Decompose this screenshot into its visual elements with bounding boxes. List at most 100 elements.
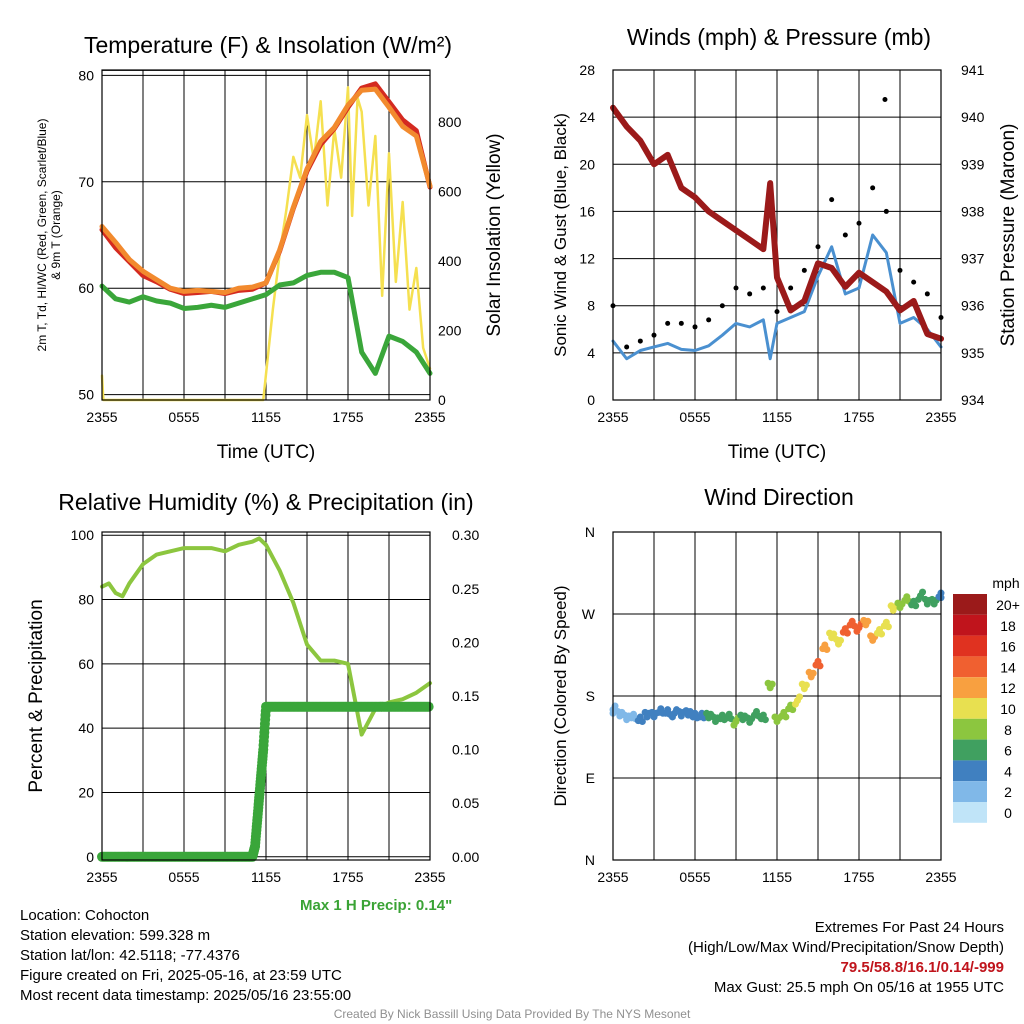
y2-tick-label: 0.30 <box>452 527 479 543</box>
legend-label: 4 <box>1004 763 1012 779</box>
direction-point <box>919 588 927 596</box>
y-tick-label: 8 <box>587 298 595 314</box>
legend-swatch <box>953 718 987 740</box>
gust-point <box>870 185 876 191</box>
direction-point <box>638 718 646 726</box>
legend-label: 6 <box>1004 743 1012 759</box>
extremes-info: Extremes For Past 24 Hours (High/Low/Max… <box>688 918 1004 998</box>
y-tick-label: 100 <box>71 527 95 543</box>
y-axis-label: Direction (Colored By Speed) <box>551 585 570 806</box>
y-axis-label: Percent & Precipitation <box>26 599 47 792</box>
direction-point <box>809 669 817 677</box>
y-tick-label: 80 <box>78 592 94 608</box>
gust-point <box>733 285 739 291</box>
series-pressure <box>610 104 944 342</box>
y-tick-label: 0 <box>86 849 94 865</box>
chart-title: Temperature (F) & Insolation (W/m²) <box>84 32 452 58</box>
x-tick-label: 1755 <box>843 409 874 425</box>
panel-1: 0 4 8 12 16 20 24 28 934 935 936 937 938 939 940 941 235… <box>551 24 1019 463</box>
series-td <box>99 269 433 376</box>
x-tick-label: 1155 <box>762 409 792 425</box>
panel-2: 0 20 40 60 80 100 0.00 0.05 0.10 0.15 0.20 0.25 0.30… <box>26 489 479 885</box>
info-location: Location: Cohocton <box>20 907 150 924</box>
legend-label: 12 <box>1000 680 1016 696</box>
direction-point <box>782 713 790 721</box>
gust-point <box>624 344 630 350</box>
extremes-subtitle: (High/Low/Max Wind/Precipitation/Snow De… <box>688 939 1004 956</box>
legend-swatch <box>953 802 987 823</box>
chart-title: Relative Humidity (%) & Precipitation (i… <box>58 489 473 515</box>
x-tick-label: 2355 <box>86 409 117 425</box>
gust-point <box>829 197 835 203</box>
gust-point <box>760 285 766 291</box>
legend-swatch <box>953 760 987 782</box>
y2-tick-label: 0.15 <box>452 688 479 704</box>
x-tick-label: 1755 <box>332 869 363 885</box>
gust-point <box>651 332 657 338</box>
plot-frame <box>101 69 431 401</box>
info-elevation: Station elevation: 599.328 m <box>20 927 211 944</box>
legend-label: 18 <box>1000 618 1016 634</box>
plot-frame <box>612 531 942 861</box>
legend-label: 8 <box>1004 722 1012 738</box>
x-tick-label: 1155 <box>762 869 792 885</box>
plot-frame <box>101 531 431 861</box>
y2-tick-label: 0 <box>438 392 446 408</box>
y-tick-label: 80 <box>78 67 94 83</box>
direction-point <box>837 636 845 644</box>
direction-point <box>802 681 810 689</box>
gust-point <box>911 279 917 285</box>
y2-tick-label: 0.10 <box>452 742 479 758</box>
gust-point <box>924 291 930 297</box>
gust-point <box>815 244 821 250</box>
y-axis-label-2: & 9m T (Orange) <box>49 190 63 280</box>
direction-point <box>884 623 892 631</box>
gust-point <box>897 267 903 273</box>
chart-title: Winds (mph) & Pressure (mb) <box>627 24 931 50</box>
y2-tick-label: 0.25 <box>452 581 479 597</box>
x-tick-label: 1155 <box>251 409 281 425</box>
y2-tick-label: 400 <box>438 253 462 269</box>
y2-tick-label: 935 <box>961 345 985 361</box>
y2-tick-label: 600 <box>438 184 462 200</box>
max-precip-label: Max 1 H Precip: 0.14" <box>300 897 453 914</box>
info-created: Figure created on Fri, 2025-05-16, at 23… <box>20 967 342 984</box>
x-tick-label: 2355 <box>925 869 956 885</box>
gust-point <box>665 320 671 326</box>
y-tick-label: 40 <box>78 720 94 736</box>
legend-label: 14 <box>1000 659 1016 675</box>
gust-point <box>747 291 753 297</box>
legend-label: 20+ <box>996 597 1020 613</box>
direction-point <box>878 630 886 638</box>
y-tick-label: 20 <box>579 156 595 172</box>
direction-point <box>830 630 838 638</box>
series-wind <box>611 233 943 361</box>
gust-point <box>637 338 643 344</box>
gust-point <box>856 220 862 226</box>
legend-label: 0 <box>1004 805 1012 821</box>
y2-tick-label: 0.05 <box>452 795 479 811</box>
y-tick-label: E <box>586 770 595 786</box>
y2-tick-label: 936 <box>961 298 985 314</box>
direction-point <box>768 680 776 688</box>
y2-axis-label: Station Pressure (Maroon) <box>998 124 1019 347</box>
legend-swatch <box>953 656 987 678</box>
extremes-title: Extremes For Past 24 Hours <box>814 919 1004 936</box>
direction-point <box>796 693 804 701</box>
info-latlon: Station lat/lon: 42.5118; -77.4376 <box>20 947 240 964</box>
y-tick-label: 12 <box>579 251 595 267</box>
gust-point <box>719 303 725 309</box>
y2-tick-label: 200 <box>438 323 462 339</box>
legend-swatch <box>953 677 987 698</box>
direction-point <box>864 617 872 625</box>
legend-label: 16 <box>1000 639 1016 655</box>
direction-point <box>816 662 824 670</box>
legend-label: 2 <box>1004 784 1012 800</box>
x-tick-label: 2355 <box>597 869 628 885</box>
y-tick-label: 50 <box>78 387 94 403</box>
direction-point <box>823 646 831 654</box>
direction-point <box>843 629 851 637</box>
legend-swatch <box>953 781 987 802</box>
